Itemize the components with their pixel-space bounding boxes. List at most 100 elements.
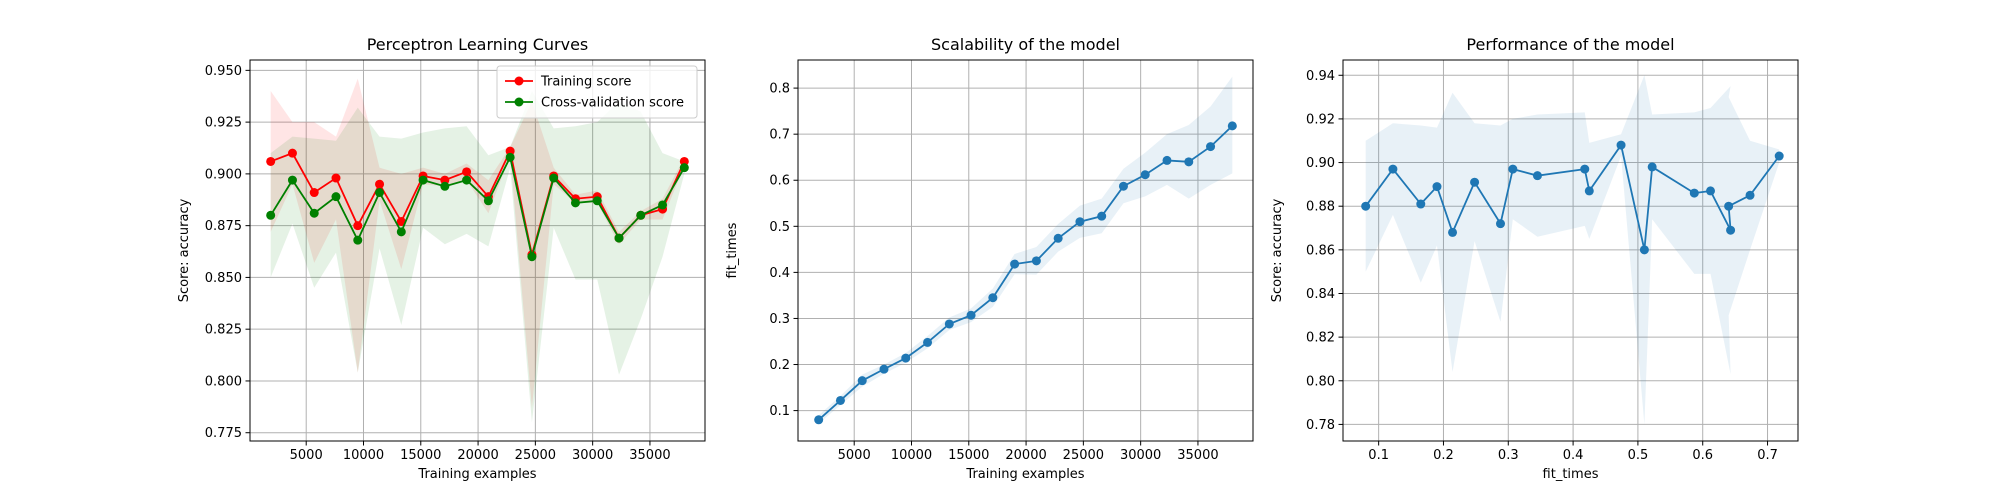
point xyxy=(1774,151,1784,161)
point xyxy=(1616,140,1626,150)
point xyxy=(923,337,933,347)
point xyxy=(1184,157,1194,167)
legend-label: Cross-validation score xyxy=(541,96,684,111)
chart-title: Scalability of the model xyxy=(931,35,1120,54)
y-tick-label: 0.2 xyxy=(769,358,790,373)
point xyxy=(1010,259,1020,269)
point xyxy=(353,221,363,231)
point xyxy=(658,200,668,210)
point xyxy=(287,175,297,185)
plot-area xyxy=(266,78,689,423)
chart-title: Performance of the model xyxy=(1466,35,1674,54)
y-tick-label: 0.5 xyxy=(769,220,790,235)
point xyxy=(440,175,450,185)
plot-clip xyxy=(1361,75,1784,425)
x-axis-label: Training examples xyxy=(965,467,1084,482)
band xyxy=(270,78,685,408)
point xyxy=(1647,162,1657,172)
y-tick-label: 0.950 xyxy=(205,64,242,79)
x-tick-label: 30000 xyxy=(572,448,613,463)
point xyxy=(1416,199,1426,209)
plot-clip xyxy=(266,78,689,423)
y-tick-label: 0.875 xyxy=(205,219,242,234)
point xyxy=(1470,177,1480,187)
axes-frame xyxy=(1342,59,1799,442)
x-tick-label: 25000 xyxy=(515,448,556,463)
point xyxy=(1532,171,1542,181)
y-tick-label: 0.775 xyxy=(205,426,242,441)
point xyxy=(988,293,998,303)
series-line xyxy=(269,154,686,257)
point xyxy=(375,188,385,198)
y-axis-label: fit_times xyxy=(725,222,740,278)
point xyxy=(440,181,450,191)
point xyxy=(1580,164,1590,174)
legend: Training score Cross-validation score xyxy=(496,65,698,119)
y-axis-label: Score: accuracy xyxy=(177,198,192,302)
y-tick-label: 0.8 xyxy=(769,82,790,97)
point xyxy=(879,364,889,374)
x-tick-label: 0.5 xyxy=(1628,448,1649,463)
point xyxy=(505,152,515,162)
point xyxy=(966,310,976,320)
point xyxy=(1706,186,1715,196)
x-tick-label: 10000 xyxy=(343,448,384,463)
point xyxy=(309,188,319,198)
x-tick-label: 0.2 xyxy=(1433,448,1454,463)
y-tick-label: 0.6 xyxy=(769,174,790,189)
point xyxy=(1496,219,1505,229)
point xyxy=(679,163,689,173)
point xyxy=(592,196,602,206)
point xyxy=(614,233,624,243)
point xyxy=(636,210,646,220)
point xyxy=(901,353,911,363)
x-axis-label: fit_times xyxy=(1543,467,1599,482)
y-tick-label: 0.86 xyxy=(1306,243,1335,258)
x-tick-label: 0.7 xyxy=(1757,448,1778,463)
y-tick-label: 0.82 xyxy=(1306,331,1335,346)
point xyxy=(1724,201,1734,211)
x-tick-label: 5000 xyxy=(290,448,323,463)
point xyxy=(266,156,276,166)
y-tick-label: 0.925 xyxy=(205,116,242,131)
x-tick-label: 0.3 xyxy=(1498,448,1519,463)
chart-title: Perceptron Learning Curves xyxy=(367,35,589,54)
x-tick-label: 5000 xyxy=(838,448,871,463)
x-axis-label: Training examples xyxy=(417,467,536,482)
y-tick-label: 0.80 xyxy=(1306,374,1335,389)
y-axis-label: Score: accuracy xyxy=(1270,198,1285,302)
point xyxy=(1689,188,1699,198)
legend-label: Training score xyxy=(540,75,631,90)
band xyxy=(270,91,685,423)
point xyxy=(309,208,319,218)
point xyxy=(1162,155,1172,165)
legend-box xyxy=(496,65,698,119)
point xyxy=(814,415,824,425)
plot-area xyxy=(814,76,1237,425)
x-tick-label: 35000 xyxy=(629,448,670,463)
point xyxy=(483,196,493,206)
y-tick-label: 0.900 xyxy=(205,167,242,182)
legend-marker xyxy=(514,97,524,107)
point xyxy=(462,167,472,177)
x-tick-label: 20000 xyxy=(457,448,498,463)
point xyxy=(1639,245,1649,255)
point xyxy=(1097,211,1107,221)
x-tick-label: 15000 xyxy=(948,448,989,463)
point xyxy=(835,395,845,405)
point xyxy=(1361,201,1371,211)
point xyxy=(570,198,580,208)
band xyxy=(1365,75,1780,425)
y-tick-label: 0.825 xyxy=(205,323,242,338)
point xyxy=(331,173,341,183)
point xyxy=(1227,121,1237,131)
point xyxy=(1118,181,1128,191)
point xyxy=(396,227,406,237)
point xyxy=(266,210,276,220)
axes-frame xyxy=(249,59,706,442)
x-tick-label: 30000 xyxy=(1120,448,1161,463)
point xyxy=(505,146,515,156)
y-tick-label: 0.3 xyxy=(769,312,790,327)
x-tick-label: 10000 xyxy=(891,448,932,463)
